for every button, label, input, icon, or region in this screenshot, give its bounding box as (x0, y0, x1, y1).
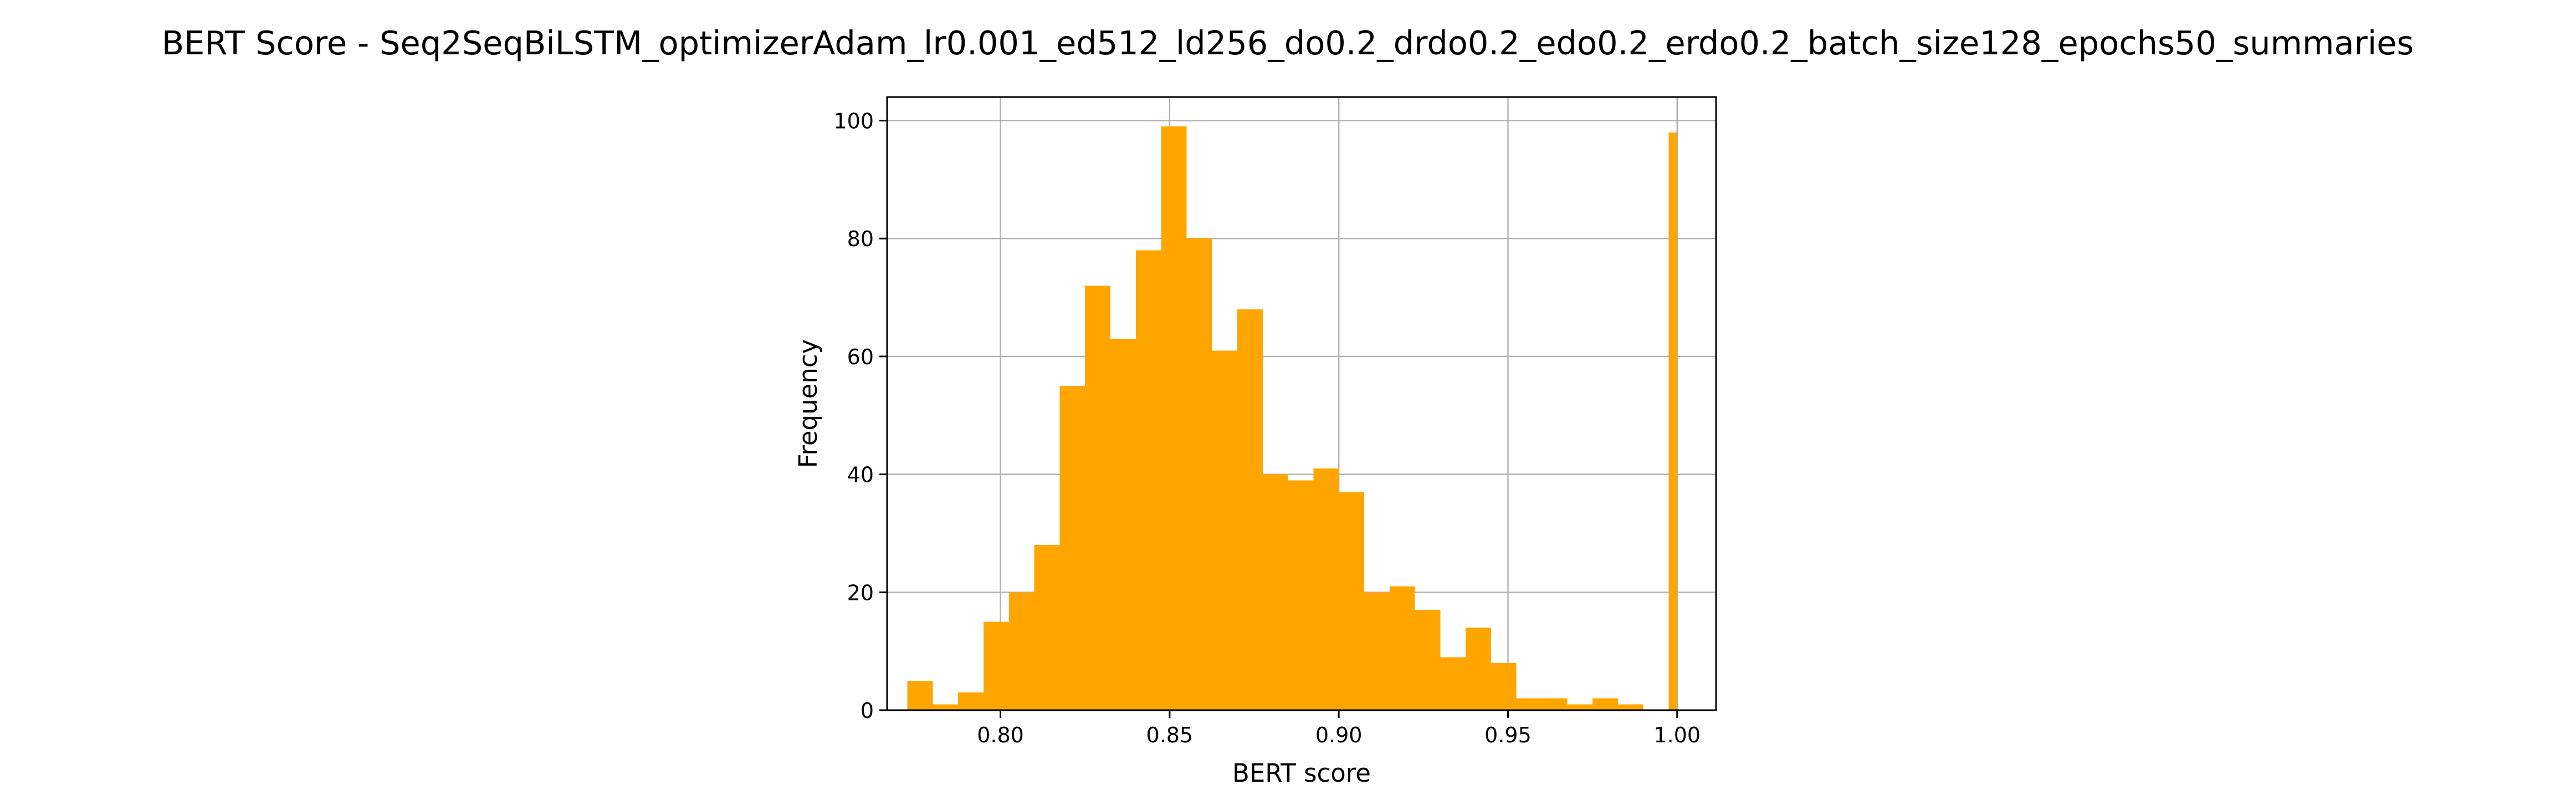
bar-1 (933, 704, 959, 710)
x-tick-label-4: 1.00 (1653, 723, 1701, 747)
bar-10 (1161, 126, 1187, 710)
bar-5 (1034, 545, 1060, 710)
bar-19 (1389, 586, 1415, 710)
chart-title: BERT Score - Seq2SeqBiLSTM_optimizerAdam… (162, 24, 2414, 62)
x-tick-label-2: 0.90 (1315, 723, 1363, 747)
bar-7 (1085, 286, 1111, 710)
y-tick-label-1: 20 (847, 580, 874, 605)
y-tick-label-4: 80 (847, 227, 874, 251)
y-axis-ticks: 0 20 40 60 80 100 (833, 109, 887, 723)
x-tick-label-3: 0.95 (1484, 723, 1532, 747)
bar-9 (1135, 250, 1161, 710)
bar-8 (1110, 339, 1136, 710)
bar-0 (907, 680, 933, 710)
bar-21 (1440, 657, 1466, 710)
y-tick-label-3: 60 (847, 345, 874, 369)
y-axis-label: Frequency (793, 339, 823, 468)
bar-3 (984, 621, 1009, 710)
bar-22 (1466, 628, 1491, 710)
bars (907, 126, 1677, 710)
y-tick-label-2: 40 (847, 463, 874, 487)
bar-30 (1668, 132, 1677, 710)
bar-17 (1339, 492, 1364, 710)
bar-11 (1186, 238, 1212, 710)
bar-25 (1541, 698, 1568, 710)
bar-6 (1059, 386, 1085, 710)
bar-16 (1313, 468, 1339, 710)
bar-13 (1237, 309, 1263, 710)
x-axis-label: BERT score (1232, 758, 1371, 788)
x-axis-ticks: 0.80 0.85 0.90 0.95 1.00 (977, 710, 1701, 747)
bar-26 (1567, 704, 1593, 710)
y-tick-label-0: 0 (861, 699, 874, 723)
x-tick-label-1: 0.85 (1146, 723, 1194, 747)
bar-20 (1415, 610, 1441, 710)
bar-12 (1212, 350, 1237, 710)
bar-27 (1592, 698, 1618, 710)
bar-28 (1617, 704, 1643, 710)
bar-4 (1008, 592, 1035, 710)
plot-frame (886, 96, 1717, 711)
bar-24 (1516, 698, 1542, 710)
x-tick-label-0: 0.80 (977, 723, 1024, 747)
bar-23 (1491, 663, 1517, 710)
bar-18 (1364, 592, 1390, 710)
bar-2 (958, 692, 984, 710)
y-tick-label-5: 100 (833, 109, 874, 134)
bar-15 (1288, 480, 1314, 710)
bar-14 (1262, 474, 1288, 710)
